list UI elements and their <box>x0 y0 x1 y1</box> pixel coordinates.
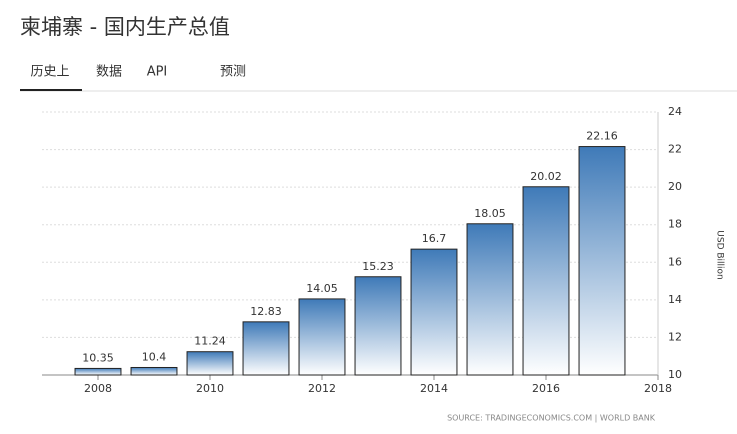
page-title: 柬埔寨 - 国内生产总值 <box>20 15 230 39</box>
value-label: 10.35 <box>82 351 114 364</box>
bar <box>74 367 122 376</box>
value-label: 14.05 <box>306 282 338 295</box>
y-tick-label: 16 <box>668 255 682 268</box>
bar <box>130 366 178 376</box>
value-label: 12.83 <box>250 305 282 318</box>
value-label: 15.23 <box>362 260 394 273</box>
x-tick-label: 2012 <box>308 382 336 395</box>
x-tick-label: 2014 <box>420 382 448 395</box>
y-tick-label: 20 <box>668 180 682 193</box>
value-label: 16.7 <box>422 232 447 245</box>
y-tick-label: 24 <box>668 105 682 118</box>
tab[interactable]: 数据 <box>96 65 122 80</box>
value-label: 20.02 <box>530 170 562 183</box>
x-tick-label: 2008 <box>84 382 112 395</box>
y-tick-label: 22 <box>668 143 682 156</box>
y-axis-label: USD Billion <box>715 230 725 279</box>
x-tick-label: 2018 <box>644 382 672 395</box>
bar <box>410 248 458 376</box>
y-tick-label: 12 <box>668 330 682 343</box>
y-tick-label: 14 <box>668 293 682 306</box>
bar <box>354 276 402 376</box>
y-tick-label: 18 <box>668 218 682 231</box>
value-label: 10.4 <box>142 350 167 363</box>
bar <box>298 298 346 376</box>
bar <box>578 146 626 376</box>
value-label: 18.05 <box>474 207 506 220</box>
bar <box>186 351 234 376</box>
bar <box>242 321 290 376</box>
tab[interactable]: API <box>147 65 168 80</box>
value-label: 22.16 <box>586 130 618 143</box>
y-tick-label: 10 <box>668 368 682 381</box>
bar <box>522 186 570 376</box>
tab[interactable]: 历史上 <box>30 65 69 80</box>
source: SOURCE: TRADINGECONOMICS.COM | WORLD BAN… <box>447 414 656 423</box>
bar <box>466 223 514 376</box>
x-tick-label: 2016 <box>532 382 560 395</box>
tab[interactable]: 预测 <box>220 65 246 80</box>
value-label: 11.24 <box>194 335 226 348</box>
x-tick-label: 2010 <box>196 382 224 395</box>
